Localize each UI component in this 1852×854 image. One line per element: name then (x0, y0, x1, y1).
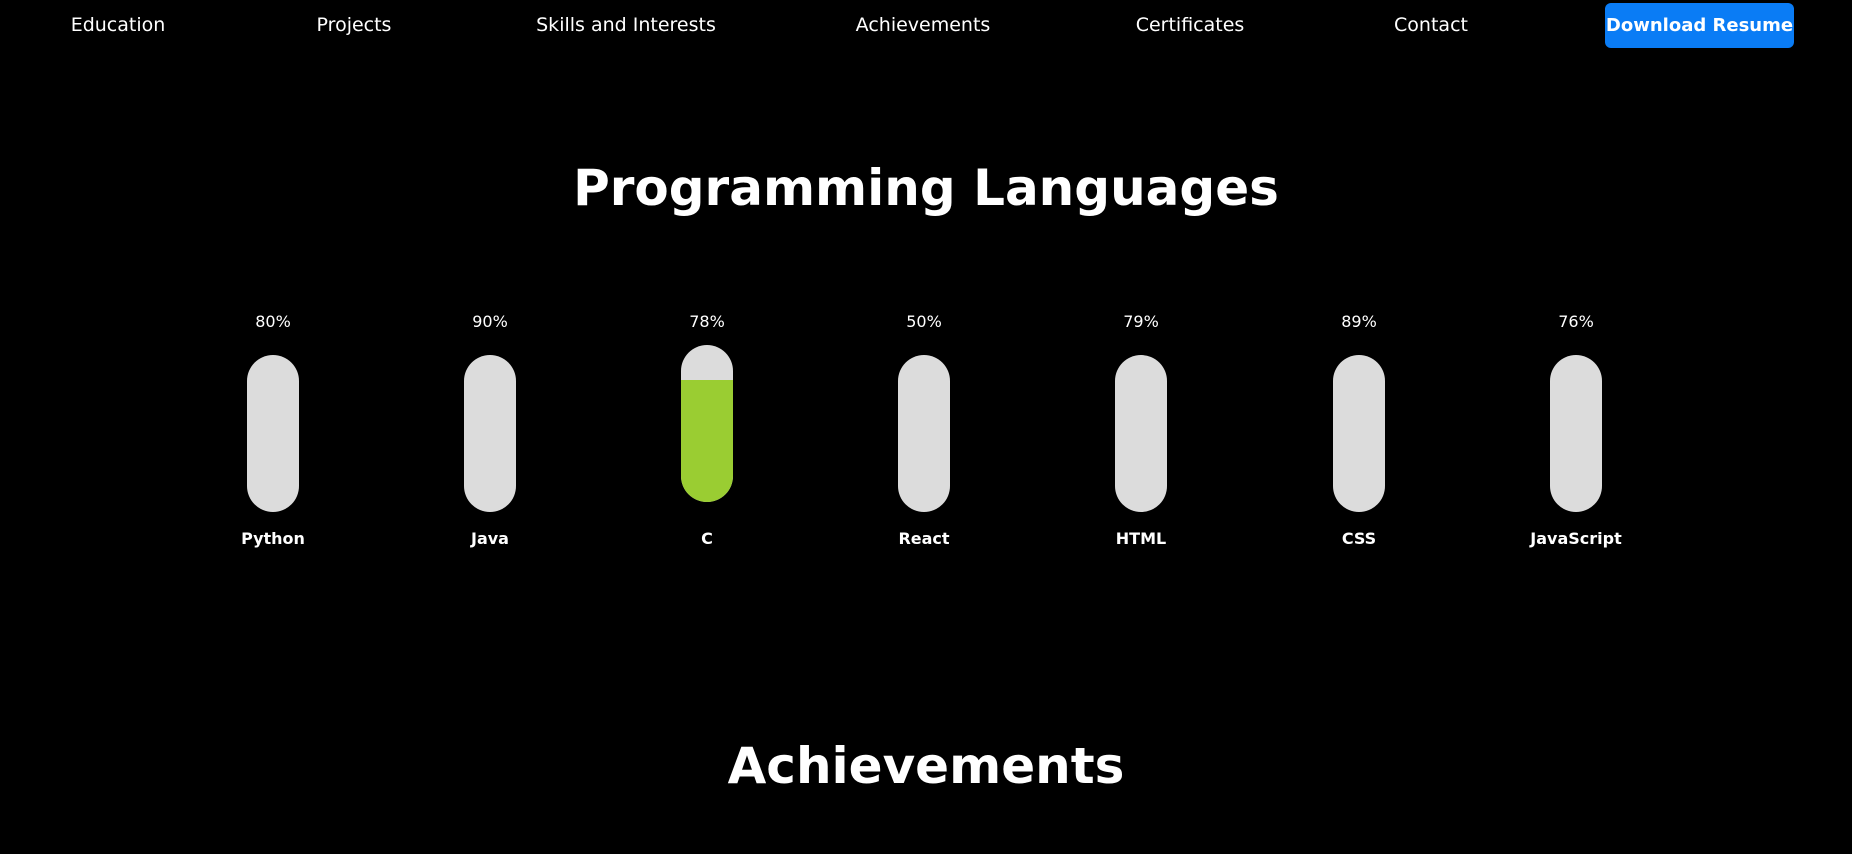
skill-percent: 50% (906, 312, 942, 331)
skill-percent: 78% (689, 312, 725, 331)
achievements-title: Achievements (727, 737, 1125, 795)
skill-bar-c[interactable] (681, 345, 733, 502)
nav-link-education[interactable]: Education (70, 14, 166, 36)
skill-name: Java (471, 529, 509, 548)
skill-html: 79% HTML (1061, 300, 1221, 560)
nav-link-achievements[interactable]: Achievements (855, 14, 991, 36)
top-nav: Education Projects Skills and Interests … (0, 0, 1852, 54)
skill-percent: 79% (1123, 312, 1159, 331)
skill-name: JavaScript (1530, 529, 1622, 548)
skill-name: HTML (1115, 529, 1167, 548)
programming-languages-title: Programming Languages (573, 159, 1279, 217)
skill-c: 78% C (627, 300, 787, 560)
skill-bar-java[interactable] (464, 355, 516, 512)
skill-percent: 89% (1341, 312, 1377, 331)
skills-bars: 80% Python 90% Java 78% C 50% React 79% … (0, 300, 1852, 560)
skill-java: 90% Java (410, 300, 570, 560)
skill-percent: 90% (472, 312, 508, 331)
skill-percent: 80% (255, 312, 291, 331)
skill-name: React (898, 529, 950, 548)
skill-css: 89% CSS (1279, 300, 1439, 560)
skill-bar-html[interactable] (1115, 355, 1167, 512)
skill-react: 50% React (844, 300, 1004, 560)
nav-link-projects[interactable]: Projects (316, 14, 392, 36)
nav-link-skills-and-interests[interactable]: Skills and Interests (536, 14, 716, 36)
skill-bar-react[interactable] (898, 355, 950, 512)
nav-link-contact[interactable]: Contact (1394, 14, 1468, 36)
nav-link-certificates[interactable]: Certificates (1135, 14, 1245, 36)
skill-python: 80% Python (193, 300, 353, 560)
skill-javascript: 76% JavaScript (1496, 300, 1656, 560)
download-resume-button[interactable]: Download Resume (1605, 3, 1794, 48)
skill-name: Python (241, 529, 305, 548)
skill-name: CSS (1341, 529, 1377, 548)
skill-bar-css[interactable] (1333, 355, 1385, 512)
skill-bar-python[interactable] (247, 355, 299, 512)
skill-bar-fill (681, 379, 733, 502)
skill-name: C (701, 529, 713, 548)
skill-percent: 76% (1558, 312, 1594, 331)
skill-bar-javascript[interactable] (1550, 355, 1602, 512)
